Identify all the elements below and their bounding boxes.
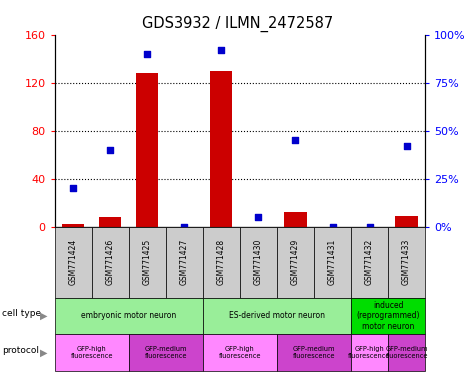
- Text: GFP-high
fluorescence: GFP-high fluorescence: [348, 346, 391, 359]
- Text: GSM771427: GSM771427: [180, 239, 189, 285]
- Text: embryonic motor neuron: embryonic motor neuron: [81, 311, 176, 320]
- Text: GSM771428: GSM771428: [217, 239, 226, 285]
- Text: GSM771424: GSM771424: [69, 239, 77, 285]
- Text: GSM771429: GSM771429: [291, 239, 300, 285]
- Bar: [396, 216, 418, 227]
- Point: [218, 47, 225, 53]
- Text: GFP-medium
fluorescence: GFP-medium fluorescence: [385, 346, 428, 359]
- Text: GSM771432: GSM771432: [365, 239, 374, 285]
- Point: [255, 214, 262, 220]
- Point: [329, 223, 336, 230]
- Text: GSM771430: GSM771430: [254, 239, 263, 285]
- Text: GSM771425: GSM771425: [143, 239, 152, 285]
- Bar: [62, 224, 84, 227]
- Text: GFP-medium
fluorescence: GFP-medium fluorescence: [144, 346, 187, 359]
- Text: GFP-high
fluorescence: GFP-high fluorescence: [70, 346, 113, 359]
- Bar: [285, 212, 306, 227]
- Text: GSM771433: GSM771433: [402, 239, 411, 285]
- Point: [180, 223, 188, 230]
- Point: [69, 185, 77, 191]
- Text: ▶: ▶: [40, 311, 48, 321]
- Point: [106, 147, 114, 153]
- Bar: [99, 217, 121, 227]
- Text: GSM771426: GSM771426: [106, 239, 114, 285]
- Text: induced
(reprogrammed)
motor neuron: induced (reprogrammed) motor neuron: [356, 301, 420, 331]
- Text: GFP-high
fluorescence: GFP-high fluorescence: [218, 346, 261, 359]
- Point: [403, 143, 410, 149]
- Text: cell type: cell type: [2, 310, 41, 318]
- Text: protocol: protocol: [2, 346, 39, 355]
- Text: ES-derived motor neuron: ES-derived motor neuron: [229, 311, 325, 320]
- Point: [292, 137, 299, 143]
- Point: [366, 223, 373, 230]
- Text: ▶: ▶: [40, 347, 48, 358]
- Text: GFP-medium
fluorescence: GFP-medium fluorescence: [293, 346, 335, 359]
- Bar: [136, 73, 158, 227]
- Point: [143, 51, 151, 57]
- Text: GDS3932 / ILMN_2472587: GDS3932 / ILMN_2472587: [142, 15, 333, 31]
- Bar: [210, 71, 232, 227]
- Text: GSM771431: GSM771431: [328, 239, 337, 285]
